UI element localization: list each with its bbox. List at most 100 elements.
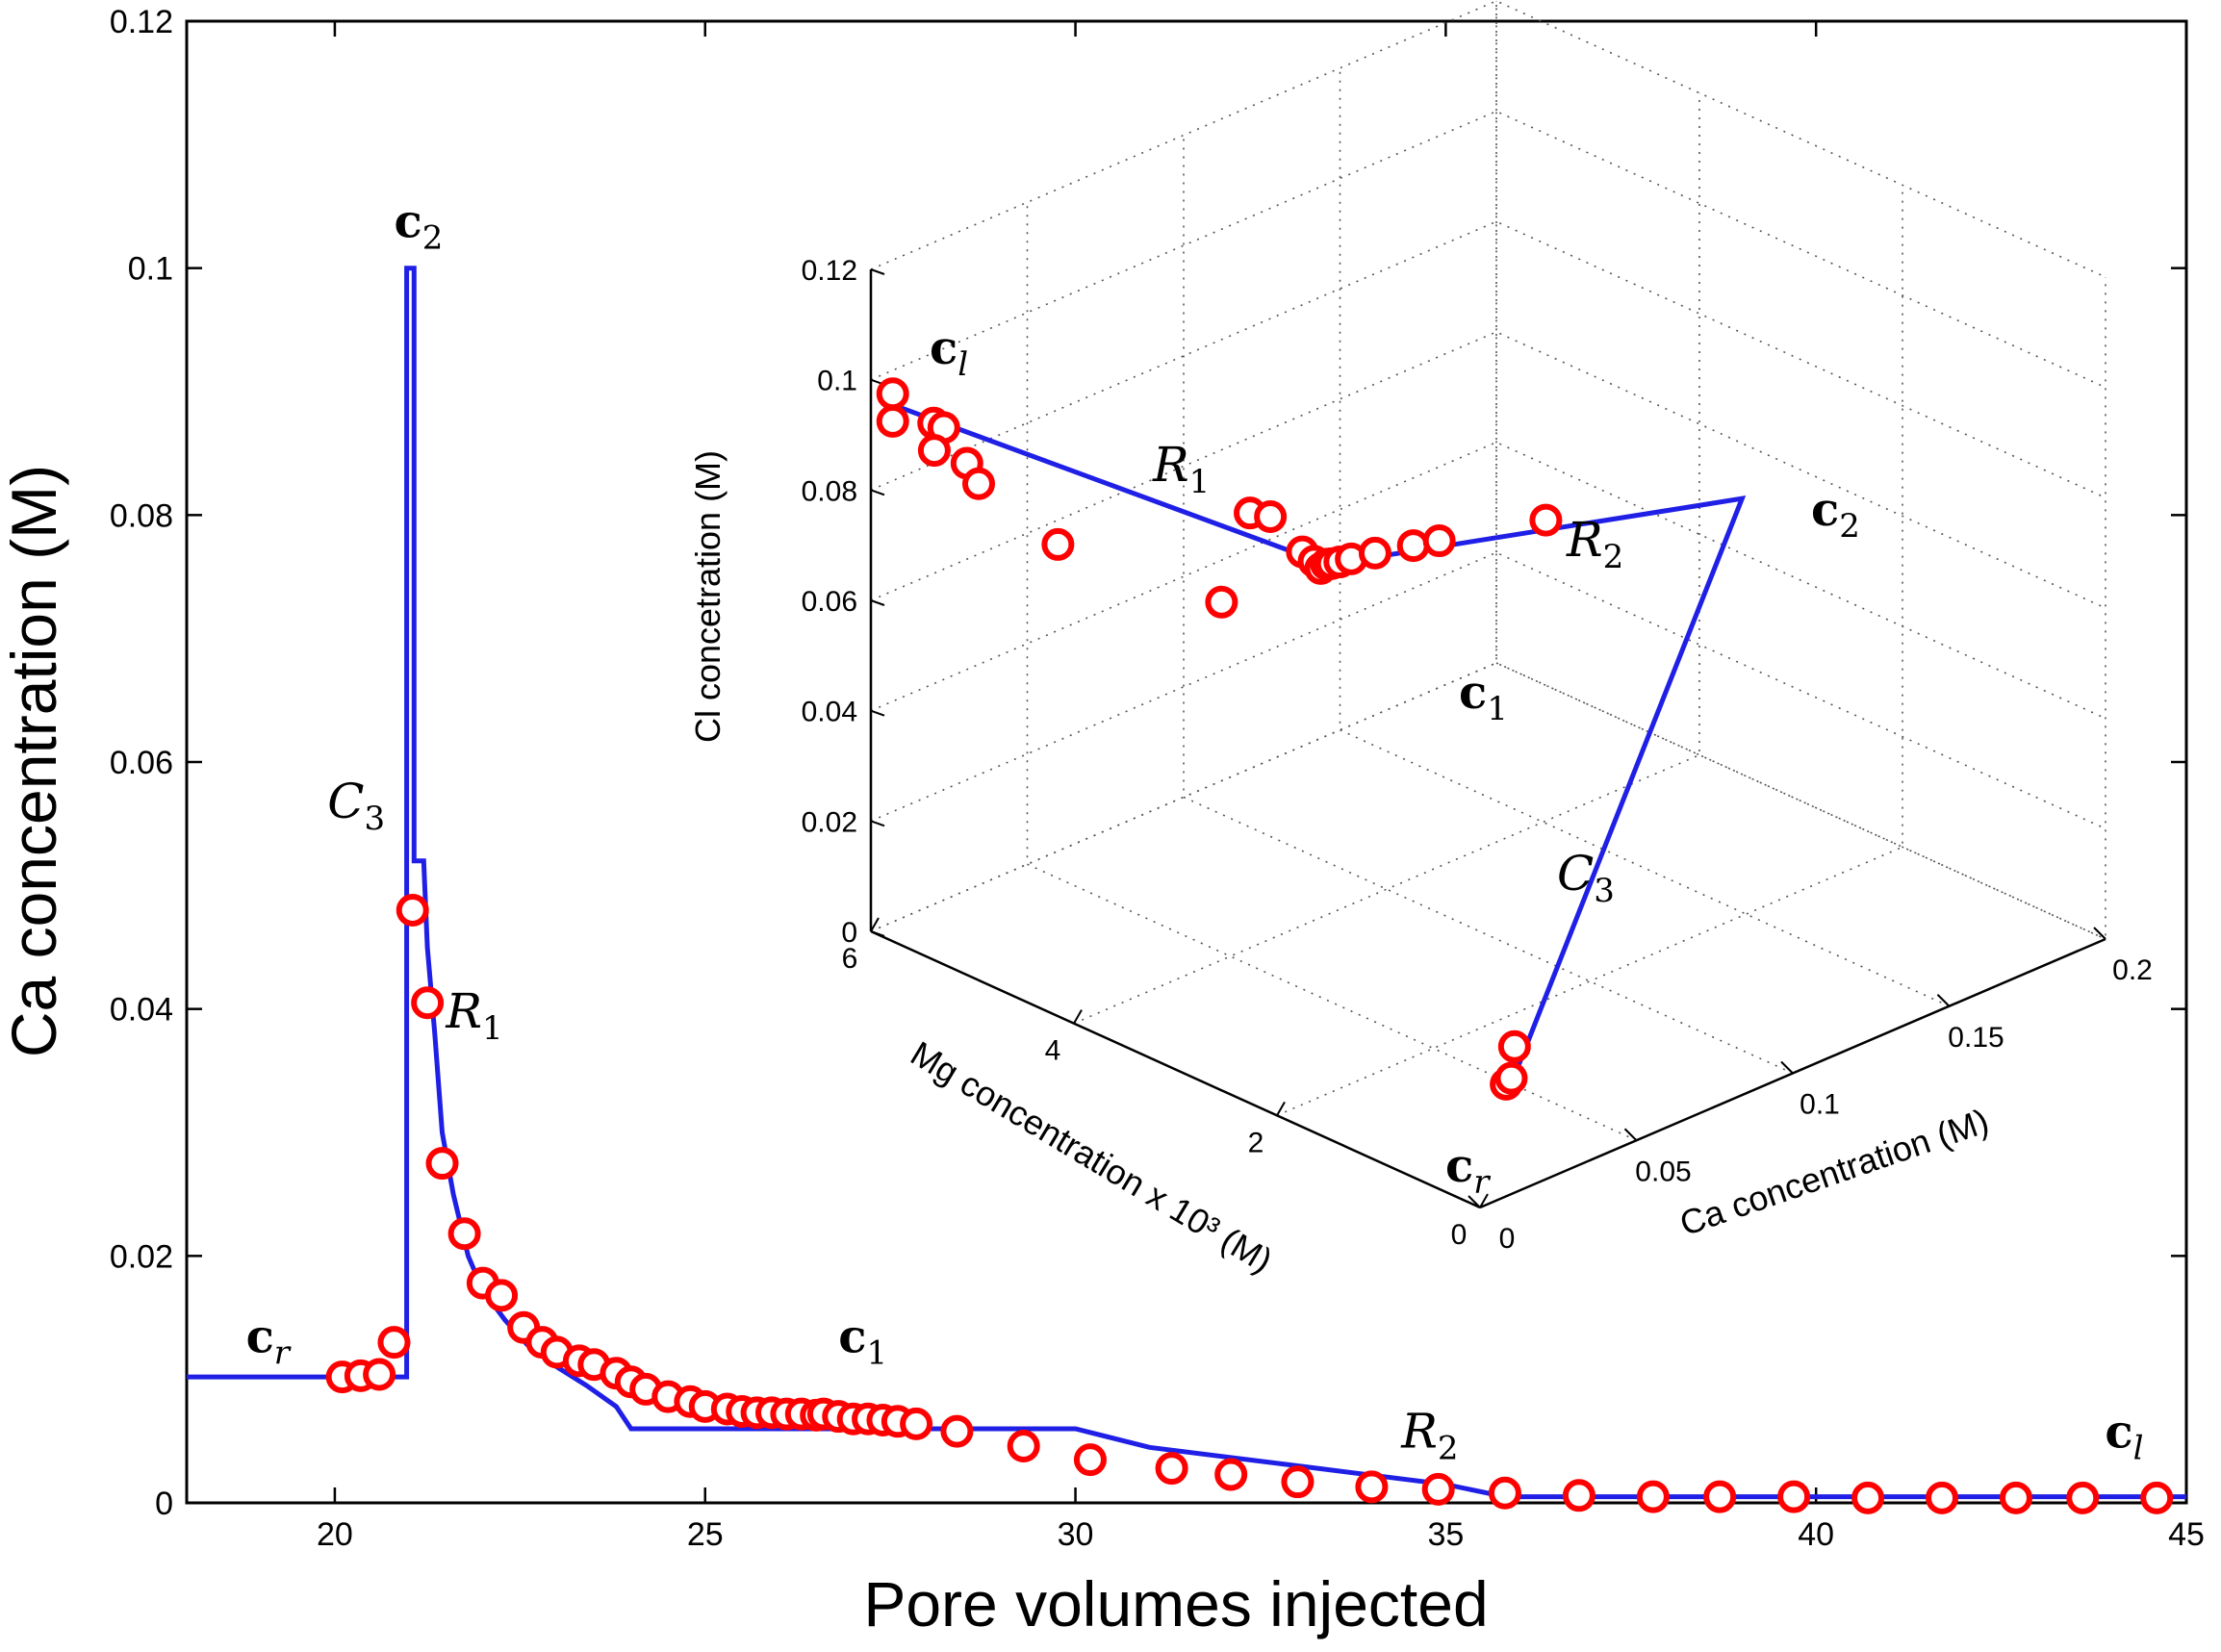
inset-z-tick — [870, 930, 885, 937]
inset-y-tick — [1479, 1193, 1489, 1208]
inset-grid-line — [870, 551, 2106, 830]
x-tick-label: 30 — [1058, 1516, 1094, 1553]
inset-grid — [870, 0, 2106, 1208]
inset-grid-line — [1479, 277, 2106, 1208]
inset-y-tick-label: 2 — [1248, 1127, 1264, 1158]
data-point-marker — [396, 894, 429, 927]
y-axis-title: Ca concentration (M) — [0, 465, 69, 1057]
inset-grid-line — [870, 110, 2106, 389]
data-point-marker — [1355, 1470, 1389, 1504]
inset-data-marker — [1529, 503, 1563, 537]
data-point-marker — [1562, 1479, 1596, 1512]
data-point-marker — [1214, 1458, 1248, 1491]
annotation-cr: cr — [246, 1309, 292, 1372]
x-tick-label: 35 — [1427, 1516, 1464, 1553]
data-point-marker — [363, 1358, 396, 1391]
inset-grid-line — [1183, 135, 1794, 1075]
x-axis-title: Pore volumes injected — [863, 1568, 1488, 1639]
data-point-marker — [900, 1407, 933, 1440]
inset-data-marker — [962, 467, 995, 500]
inset-annotation-c3: C3 — [1557, 846, 1615, 910]
annotation-c3: C3 — [327, 774, 385, 838]
annotation-r1: R1 — [445, 983, 502, 1048]
inset-data-marker — [1205, 585, 1238, 619]
inset-z-tick — [870, 489, 885, 496]
main-curve — [187, 266, 2186, 1500]
x-tick-label: 40 — [1798, 1516, 1834, 1553]
inset-markers — [876, 377, 1563, 1101]
data-point-marker — [1073, 1443, 1107, 1477]
inset-grid-line — [1495, 1, 2106, 940]
inset-data-marker — [876, 404, 909, 438]
data-point-marker — [411, 986, 445, 1020]
inset-data-marker — [1497, 1029, 1531, 1063]
inset-data-marker — [917, 434, 951, 468]
inset-data-marker — [1494, 1061, 1528, 1095]
data-point-marker — [447, 1217, 481, 1251]
inset-y-tick-label: 6 — [842, 943, 858, 975]
inset-x-axis-title: Ca concentration (M) — [1674, 1101, 1993, 1243]
y-tick-label: 0.12 — [110, 4, 173, 40]
data-point-marker — [1007, 1429, 1040, 1462]
data-point-marker — [1155, 1452, 1188, 1486]
x-tick-label: 20 — [317, 1516, 353, 1553]
inset-y-axis — [870, 929, 1481, 1209]
inset-annotation-c2: c2 — [1811, 483, 1860, 546]
inset-data-marker — [1254, 500, 1288, 534]
inset-z-tick-label: 0.06 — [802, 586, 857, 618]
inset-z-tick — [870, 820, 885, 827]
inset-grid-line — [870, 331, 2106, 609]
annotation-c1: c1 — [838, 1309, 887, 1372]
main-annotations: c2 C3 R1 cr c1 R2 cl — [246, 195, 2144, 1468]
y-tick-label: 0.08 — [110, 497, 173, 534]
inset-y-tick — [1073, 1009, 1083, 1025]
data-point-marker — [1926, 1481, 1959, 1514]
inset-annotations: cl R1 R2 c2 c1 C3 cr — [930, 321, 1860, 1202]
y-tick-label: 0.06 — [110, 745, 173, 781]
data-point-marker — [940, 1414, 974, 1448]
inset-z-tick-label: 0.02 — [802, 806, 857, 838]
inset-grid-line — [1339, 67, 1950, 1007]
inset-y-tick-label: 4 — [1045, 1035, 1061, 1067]
data-point-marker — [1636, 1480, 1670, 1513]
annotation-r2: R2 — [1400, 1403, 1458, 1467]
data-point-marker — [2140, 1481, 2174, 1514]
data-point-marker — [1777, 1480, 1811, 1513]
inset-x-tick-label: 0.15 — [1948, 1022, 2004, 1054]
inset-annotation-cr: cr — [1445, 1139, 1491, 1202]
inset-annotation-cl: cl — [930, 321, 968, 384]
inset-grid-line — [870, 441, 2106, 720]
data-point-marker — [1851, 1481, 1885, 1514]
inset-axes: 00.020.040.060.080.10.12024600.050.10.15… — [802, 255, 2153, 1255]
inset-z-tick — [870, 709, 885, 717]
inset-annotation-c1: c1 — [1459, 666, 1508, 728]
inset-grid-line — [870, 0, 2106, 278]
inset-x-tick — [1468, 1195, 1481, 1208]
inset-x-tick-label: 0.1 — [1800, 1089, 1840, 1121]
inset-grid-line — [1073, 92, 1700, 1025]
inset-y-tick-label: 0 — [1451, 1219, 1468, 1251]
inset-grid-line — [870, 1, 1497, 932]
inset-z-axis-title: Cl concetration (M) — [688, 450, 728, 743]
inset-z-tick-label: 0.04 — [802, 697, 857, 728]
inset-x-tick-label: 0.05 — [1635, 1156, 1691, 1187]
data-point-marker — [1421, 1472, 1455, 1506]
inset-data-marker — [1358, 536, 1391, 570]
data-point-marker — [425, 1147, 459, 1181]
inset-grid-line — [1026, 202, 1637, 1141]
inset-z-tick-label: 0.12 — [802, 255, 857, 287]
inset-data-marker — [876, 377, 909, 411]
inset-grid-line — [1276, 185, 1903, 1117]
inset-curve — [891, 402, 1747, 1085]
inset-y-tick — [1276, 1101, 1286, 1116]
inset-y-tick — [870, 917, 880, 932]
x-tick-label: 45 — [2168, 1516, 2205, 1553]
inset-x-tick — [1936, 994, 1951, 1007]
y-tick-label: 0.1 — [128, 251, 173, 288]
inset-annotation-r1: R1 — [1152, 437, 1210, 501]
inset-z-tick — [870, 599, 885, 606]
inset-grid-line — [870, 220, 2106, 499]
data-point-marker — [377, 1326, 411, 1360]
